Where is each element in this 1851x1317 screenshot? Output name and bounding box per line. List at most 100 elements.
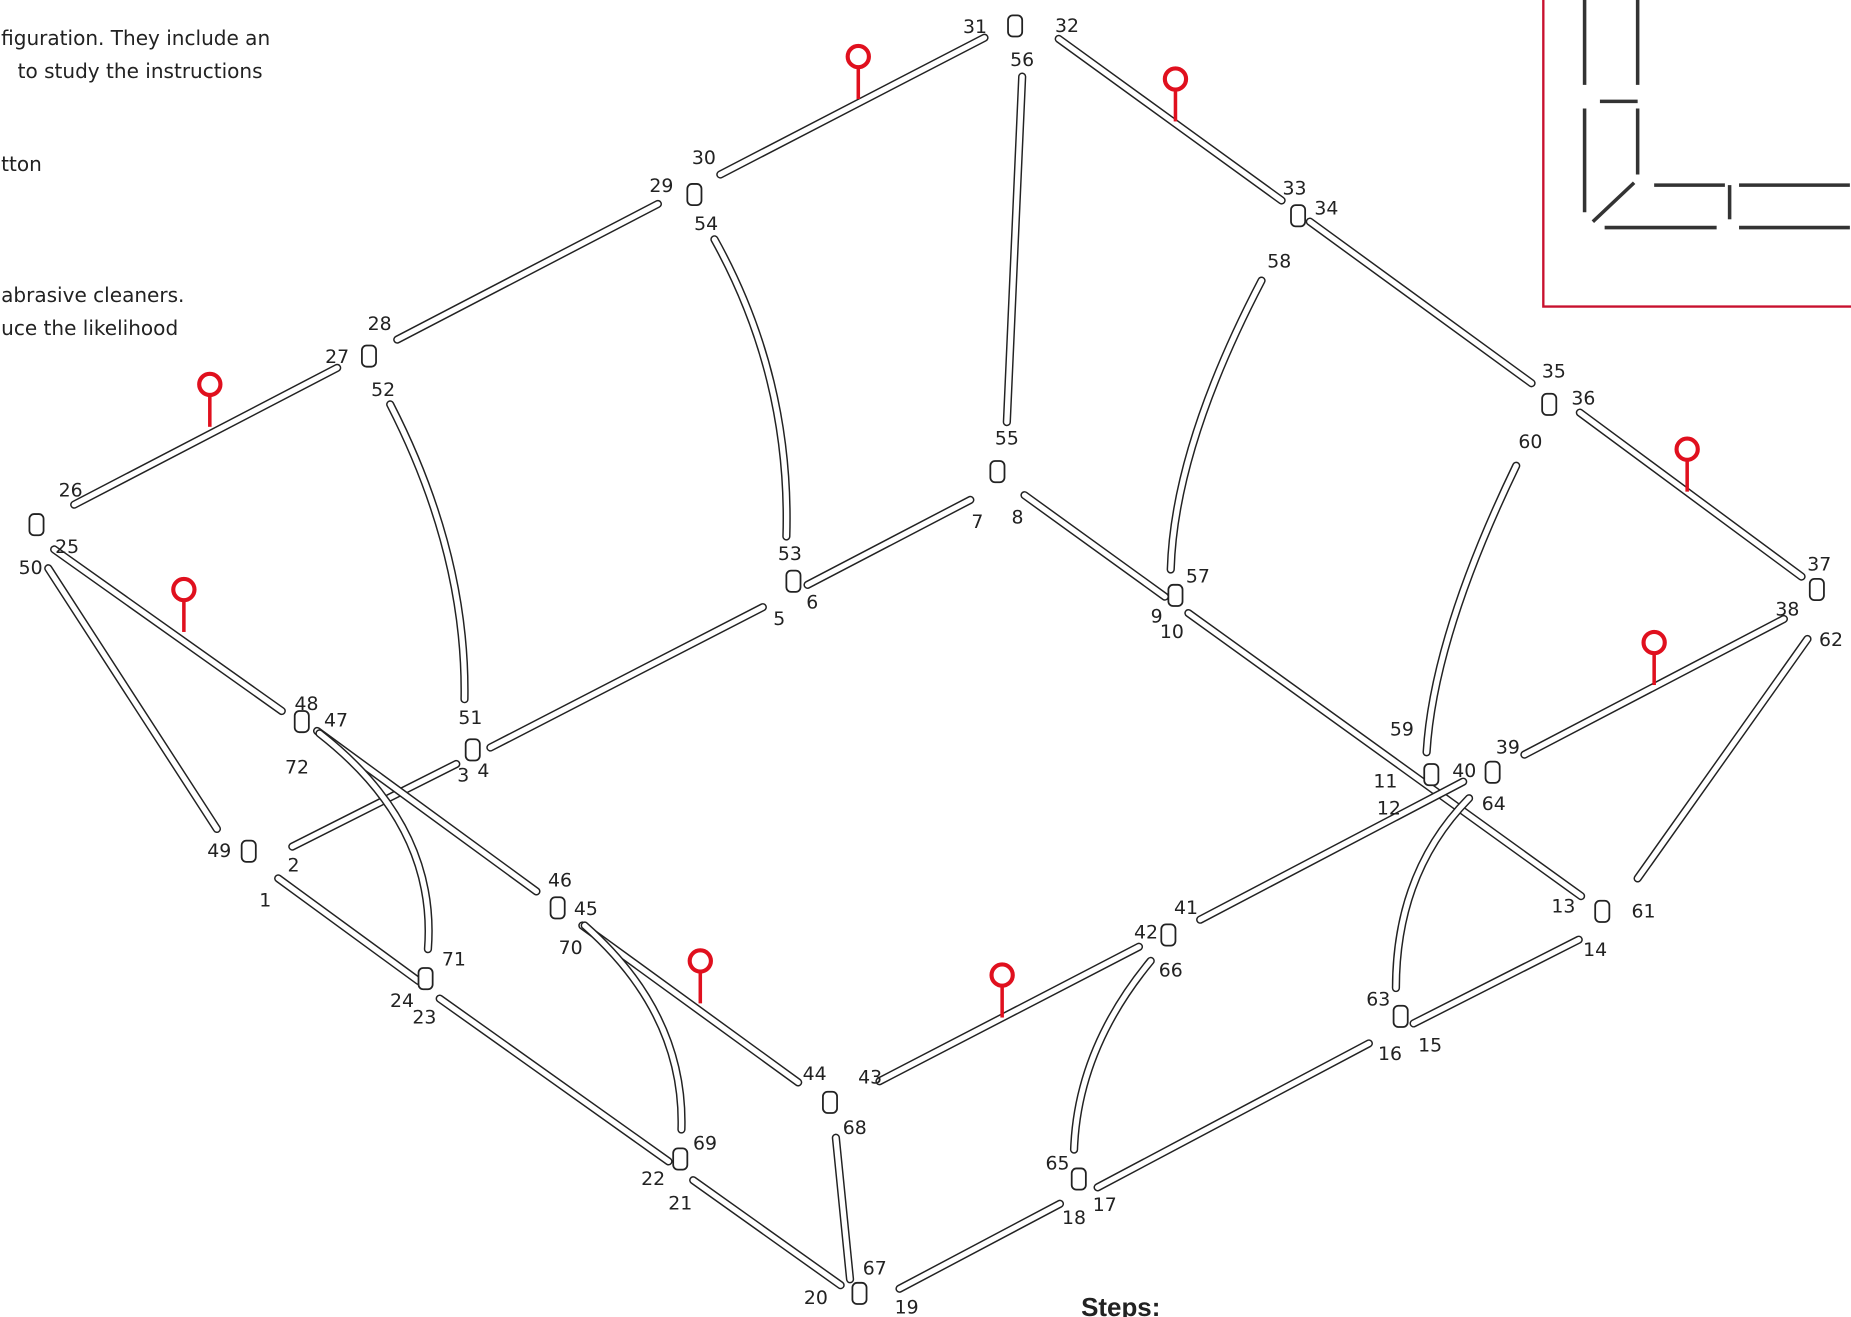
marker-ring <box>199 374 220 395</box>
pipe <box>440 999 669 1162</box>
part-number: 71 <box>442 949 466 971</box>
part-number: 64 <box>1482 793 1506 815</box>
fitting <box>551 897 565 918</box>
fitting <box>673 1148 687 1169</box>
fitting <box>1486 762 1500 783</box>
part-number: 37 <box>1807 554 1831 576</box>
part-number: 58 <box>1267 251 1291 273</box>
pipe <box>1098 1043 1369 1187</box>
part-number: 19 <box>895 1296 919 1317</box>
marker-ring <box>992 964 1013 985</box>
part-number: 49 <box>207 840 231 862</box>
part-number: 22 <box>641 1168 665 1190</box>
part-number: 34 <box>1314 198 1338 220</box>
steps-heading: Steps: <box>1081 1294 1160 1317</box>
fitting <box>823 1092 837 1113</box>
part-number: 24 <box>390 990 414 1012</box>
part-number: 50 <box>19 557 43 579</box>
pipe <box>490 607 762 747</box>
part-number: 65 <box>1046 1153 1070 1175</box>
part-number: 5 <box>773 608 785 630</box>
part-number: 7 <box>971 511 983 533</box>
part-number: 4 <box>477 760 489 782</box>
part-number: 42 <box>1134 922 1158 944</box>
part-number: 36 <box>1571 387 1595 409</box>
part-number: 18 <box>1062 1207 1086 1229</box>
assembly-diagram: 1234567891011121314151617181920212223242… <box>0 0 1851 1317</box>
part-number: 53 <box>778 543 802 565</box>
part-number: 2 <box>288 854 300 876</box>
part-number: 20 <box>804 1287 828 1309</box>
pipe <box>1025 495 1165 596</box>
page: 1234567891011121314151617181920212223242… <box>0 0 1851 1317</box>
part-number: 1 <box>259 890 271 912</box>
fitting <box>1424 764 1438 785</box>
inset-frame <box>1543 0 1851 307</box>
fitting <box>1008 15 1022 36</box>
marker-ring <box>690 950 711 971</box>
pipe-outline <box>714 239 786 536</box>
part-number: 62 <box>1819 629 1843 651</box>
pipe <box>1638 639 1808 878</box>
part-number: 31 <box>963 16 987 38</box>
pipe-outline <box>1074 961 1151 1150</box>
part-number: 23 <box>412 1006 436 1028</box>
fitting <box>1394 1006 1408 1027</box>
paragraph-line: abrasive cleaners. <box>1 283 184 307</box>
marker-ring <box>1644 632 1665 653</box>
fitting <box>1161 924 1175 945</box>
part-number: 30 <box>692 147 716 169</box>
part-number: 3 <box>457 765 469 787</box>
part-number: 17 <box>1093 1194 1117 1216</box>
part-number: 26 <box>59 479 83 501</box>
fitting <box>786 571 800 592</box>
paragraph-line: to study the instructions <box>18 59 263 83</box>
part-number: 16 <box>1378 1043 1402 1065</box>
part-number: 41 <box>1174 897 1198 919</box>
part-number: 70 <box>559 937 583 959</box>
part-number: 8 <box>1011 506 1023 528</box>
pipe <box>397 204 658 340</box>
marker-ring <box>848 46 869 67</box>
part-number: 12 <box>1377 798 1401 820</box>
part-number: 15 <box>1418 1035 1442 1057</box>
part-number: 27 <box>325 346 349 368</box>
pipe-outline <box>1427 466 1517 753</box>
part-number: 14 <box>1583 939 1607 961</box>
fitting <box>1072 1168 1086 1189</box>
part-number: 21 <box>668 1193 692 1215</box>
pipe <box>1171 281 1262 570</box>
pipe-outline <box>1171 281 1262 570</box>
part-number: 25 <box>55 536 79 558</box>
pipe <box>1200 782 1463 920</box>
part-number: 33 <box>1283 178 1307 200</box>
pipe <box>390 404 464 699</box>
part-number: 67 <box>863 1258 887 1280</box>
part-number: 52 <box>371 379 395 401</box>
part-number: 44 <box>803 1063 827 1085</box>
part-number: 69 <box>693 1133 717 1155</box>
pipe-outline <box>585 926 682 1130</box>
part-number: 29 <box>649 175 673 197</box>
part-number: 72 <box>285 756 309 778</box>
fitting <box>419 968 433 989</box>
pipe <box>1074 961 1151 1150</box>
part-number: 66 <box>1159 959 1183 981</box>
pipe <box>693 1180 840 1285</box>
fitting <box>242 841 256 862</box>
fitting <box>1810 579 1824 600</box>
part-number: 43 <box>858 1067 882 1089</box>
part-number: 48 <box>294 693 318 715</box>
pipe <box>1414 940 1579 1024</box>
paragraph-line: uce the likelihood <box>1 316 178 340</box>
marker-ring <box>1165 68 1186 89</box>
part-number: 56 <box>1010 49 1034 71</box>
pipe <box>836 1138 850 1279</box>
fitting <box>852 1283 866 1304</box>
part-number: 10 <box>1160 621 1184 643</box>
part-number: 60 <box>1518 431 1542 453</box>
marker-ring <box>173 579 194 600</box>
part-number: 68 <box>843 1117 867 1139</box>
pipe <box>1007 77 1022 422</box>
